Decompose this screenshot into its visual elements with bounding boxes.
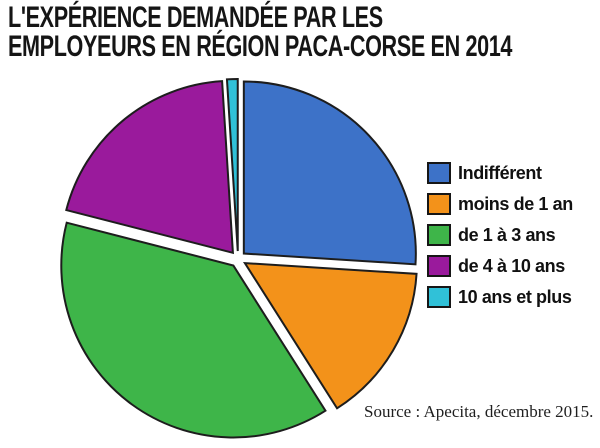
legend-item-de-4-a-10-ans: de 4 à 10 ans [427, 255, 573, 277]
legend-label: Indifférent [458, 162, 542, 183]
legend-item-de-1-a-3-ans: de 1 à 3 ans [427, 224, 573, 246]
pie-slice-2 [60, 221, 327, 439]
legend-swatch-de-4-a-10-ans [427, 255, 451, 277]
title-line-2: EMPLOYEURS EN RÉGION PACA-CORSE EN 2014 [8, 30, 513, 63]
legend-swatch-moins-de-1-an [427, 193, 451, 215]
legend-swatch-indifferent [427, 162, 451, 184]
legend-item-10-ans-et-plus: 10 ans et plus [427, 286, 573, 308]
legend-swatch-de-1-a-3-ans [427, 224, 451, 246]
pie-slice-1 [242, 261, 418, 410]
legend-label: de 1 à 3 ans [458, 224, 556, 245]
title-line-1: L'EXPÉRIENCE DEMANDÉE PAR LES [8, 1, 383, 34]
pie-slice-0 [242, 80, 417, 266]
pie-slice-4 [225, 77, 239, 252]
legend-label: moins de 1 an [458, 193, 573, 214]
legend: Indifférent moins de 1 an de 1 à 3 ans d… [427, 162, 573, 317]
pie-slice-3 [65, 80, 234, 255]
legend-label: 10 ans et plus [458, 286, 572, 307]
page-title: L'EXPÉRIENCE DEMANDÉE PAR LES EMPLOYEURS… [8, 1, 600, 63]
legend-label: de 4 à 10 ans [458, 255, 565, 276]
legend-item-indifferent: Indifférent [427, 162, 573, 184]
legend-item-moins-de-1-an: moins de 1 an [427, 193, 573, 215]
legend-swatch-10-ans-et-plus [427, 286, 451, 308]
source-credit: Source : Apecita, décembre 2015. [364, 402, 594, 421]
